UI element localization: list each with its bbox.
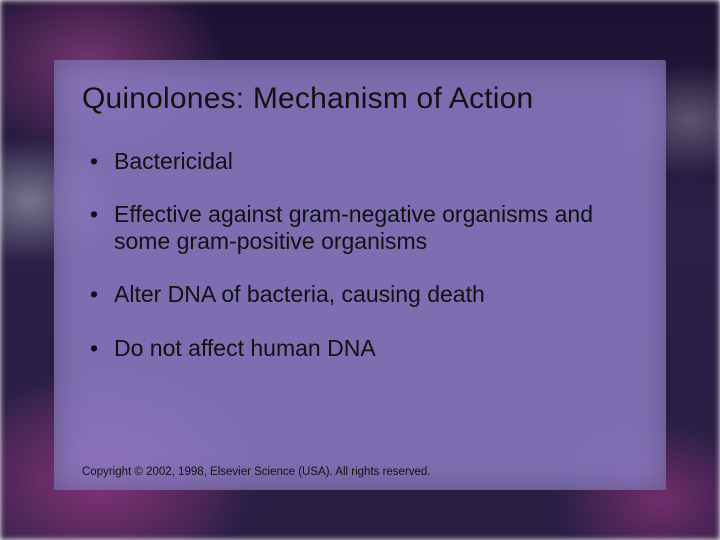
list-item: Do not affect human DNA [88,335,638,362]
list-item: Effective against gram-negative organism… [88,201,638,255]
list-item: Alter DNA of bacteria, causing death [88,281,638,308]
bullet-list: Bactericidal Effective against gram-nega… [82,148,638,362]
slide-title: Quinolones: Mechanism of Action [82,82,638,116]
copyright-text: Copyright © 2002, 1998, Elsevier Science… [82,466,431,478]
content-panel: Quinolones: Mechanism of Action Bacteric… [54,60,666,490]
list-item: Bactericidal [88,148,638,175]
